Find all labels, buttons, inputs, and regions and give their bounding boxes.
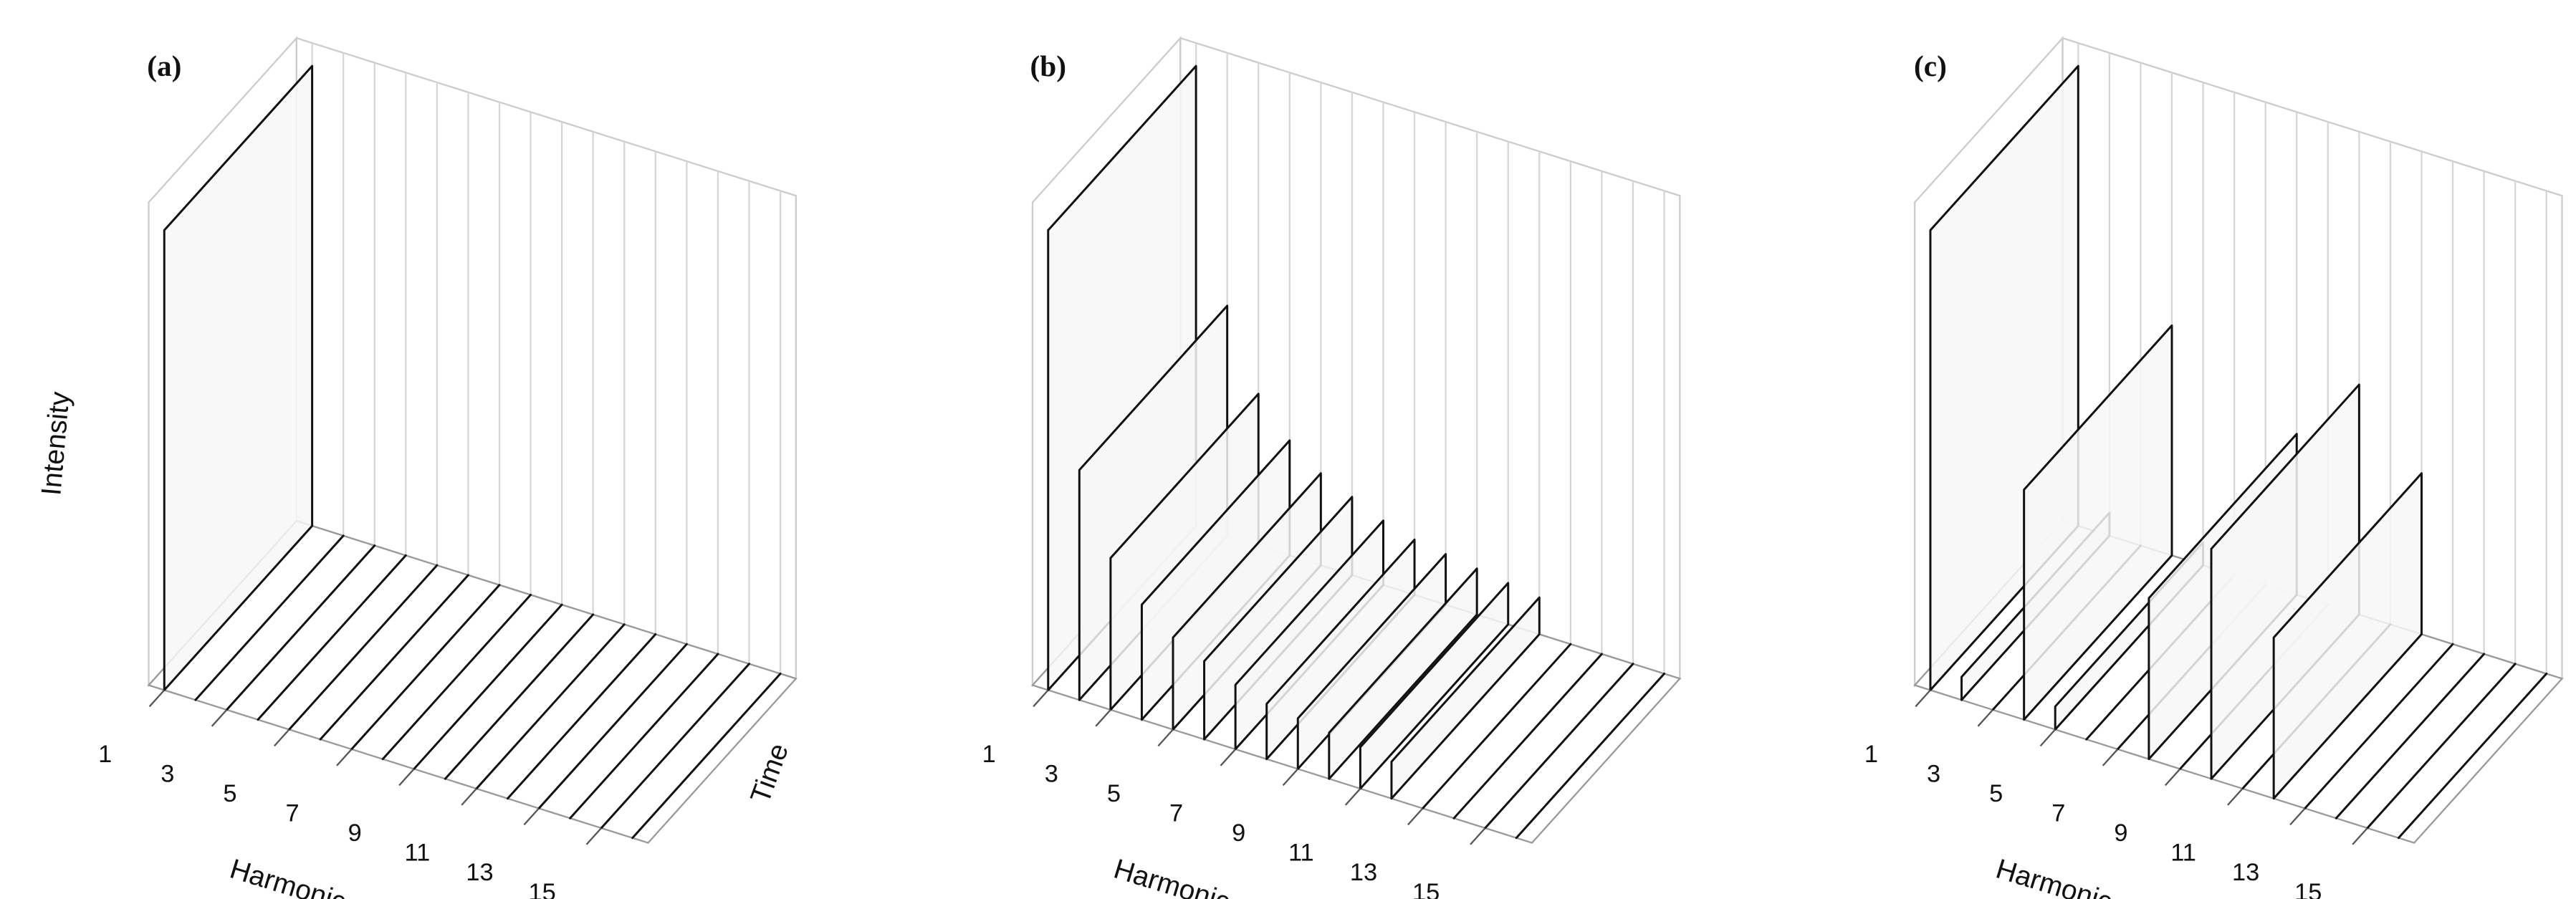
back-wall [295,37,797,680]
ribbon [1515,672,1666,840]
x-tick-label: 15 [1412,879,1440,899]
panel-title: (b) [1030,49,1066,83]
x-tick [274,729,290,747]
x-tick [523,807,540,826]
x-tick-label: 5 [1989,780,2003,807]
ribbon [413,603,563,770]
x-tick-label: 1 [1864,741,1878,768]
ribbon [381,593,532,761]
x-tick-label: 7 [1169,800,1183,827]
x-tick [1344,788,1361,806]
x-tick-label: 13 [2232,859,2259,886]
ribbon [569,653,719,819]
x-tick [1157,729,1174,747]
ribbon [257,554,407,721]
x-tick [585,827,602,845]
ribbon [537,643,688,809]
x-tick-label: 5 [1107,780,1121,807]
x-tick [1282,768,1299,787]
ribbon [475,623,626,790]
x-tick [1977,709,1993,727]
ribbon [1390,596,1541,800]
x-axis-label: Harmonic [1993,853,2116,899]
x-tick-label: 13 [466,859,493,886]
ribbon [2304,643,2454,809]
x-tick-label: 9 [1232,819,1245,847]
x-tick-label: 1 [98,741,112,768]
y-axis-label: Time [745,739,795,807]
x-tick-label: 11 [1288,840,1314,867]
ribbon [600,663,750,830]
ribbon [2272,472,2423,800]
x-tick [1033,689,1049,708]
ribbon [506,633,657,800]
x-axis-label: Harmonic [1110,853,1233,899]
ribbon [288,564,439,731]
x-tick [1220,749,1236,766]
x-tick-label: 1 [982,741,996,768]
x-tick [398,768,415,787]
ribbon [319,574,469,741]
x-tick [1470,827,1486,845]
x-tick [1915,689,1931,708]
x-tick-label: 9 [2114,819,2127,847]
x-tick-label: 3 [161,761,174,788]
x-tick [2039,729,2057,747]
x-tick-label: 5 [223,780,236,807]
ribbon [444,613,595,780]
x-tick-label: 9 [348,819,362,847]
ribbon [2397,672,2548,840]
ribbon [1422,643,1572,809]
x-tick-label: 13 [1350,859,1377,886]
ribbon [2335,653,2486,819]
x-tick-label: 3 [1927,761,1940,788]
ribbon [2023,324,2173,721]
x-axis-label: Harmonic [226,853,350,899]
ribbon [225,544,376,711]
ribbon [2366,663,2517,830]
ribbon [1359,582,1510,790]
ribbon [1452,653,1603,819]
x-tick-label: 7 [286,800,300,827]
x-tick [461,788,477,806]
x-tick-label: 11 [405,840,431,867]
panel-title: (c) [1914,49,1947,83]
x-tick-label: 11 [2170,840,2196,867]
ribbon [350,584,501,751]
ribbon [163,64,314,691]
x-tick [211,709,228,727]
x-tick-label: 7 [2051,800,2065,827]
x-tick [2352,827,2368,845]
panel-title: (a) [147,49,181,83]
z-axis-label: Intensity [36,390,76,497]
ribbon [194,534,345,701]
x-tick-label: 3 [1045,761,1058,788]
x-tick [336,749,353,766]
x-tick [1407,807,1424,826]
ribbon [631,672,782,840]
x-tick-label: 15 [528,879,555,899]
ribbon [1328,567,1478,780]
x-tick [2102,749,2119,766]
x-tick [148,689,166,708]
ribbon [1484,663,1634,830]
x-tick [2227,788,2244,806]
x-tick [1095,709,1111,727]
x-tick-label: 15 [2294,879,2322,899]
x-tick [2289,807,2306,826]
x-tick [2164,768,2181,787]
